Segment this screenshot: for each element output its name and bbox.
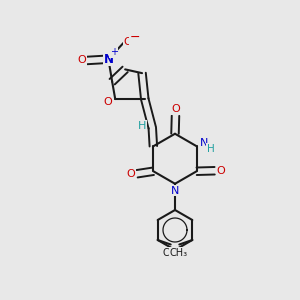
Text: N: N <box>171 186 180 196</box>
Text: O: O <box>77 56 86 65</box>
Text: H: H <box>206 144 214 154</box>
Text: O: O <box>171 104 180 115</box>
Text: O: O <box>103 97 112 106</box>
Text: CH₃: CH₃ <box>162 248 181 257</box>
Text: −: − <box>129 31 140 44</box>
Text: H: H <box>138 121 146 131</box>
Text: O: O <box>217 166 225 176</box>
Text: O: O <box>124 37 132 47</box>
Text: +: + <box>110 47 118 57</box>
Text: N: N <box>200 138 208 148</box>
Text: N: N <box>103 53 113 66</box>
Text: O: O <box>127 169 135 179</box>
Text: CH₃: CH₃ <box>169 248 188 257</box>
